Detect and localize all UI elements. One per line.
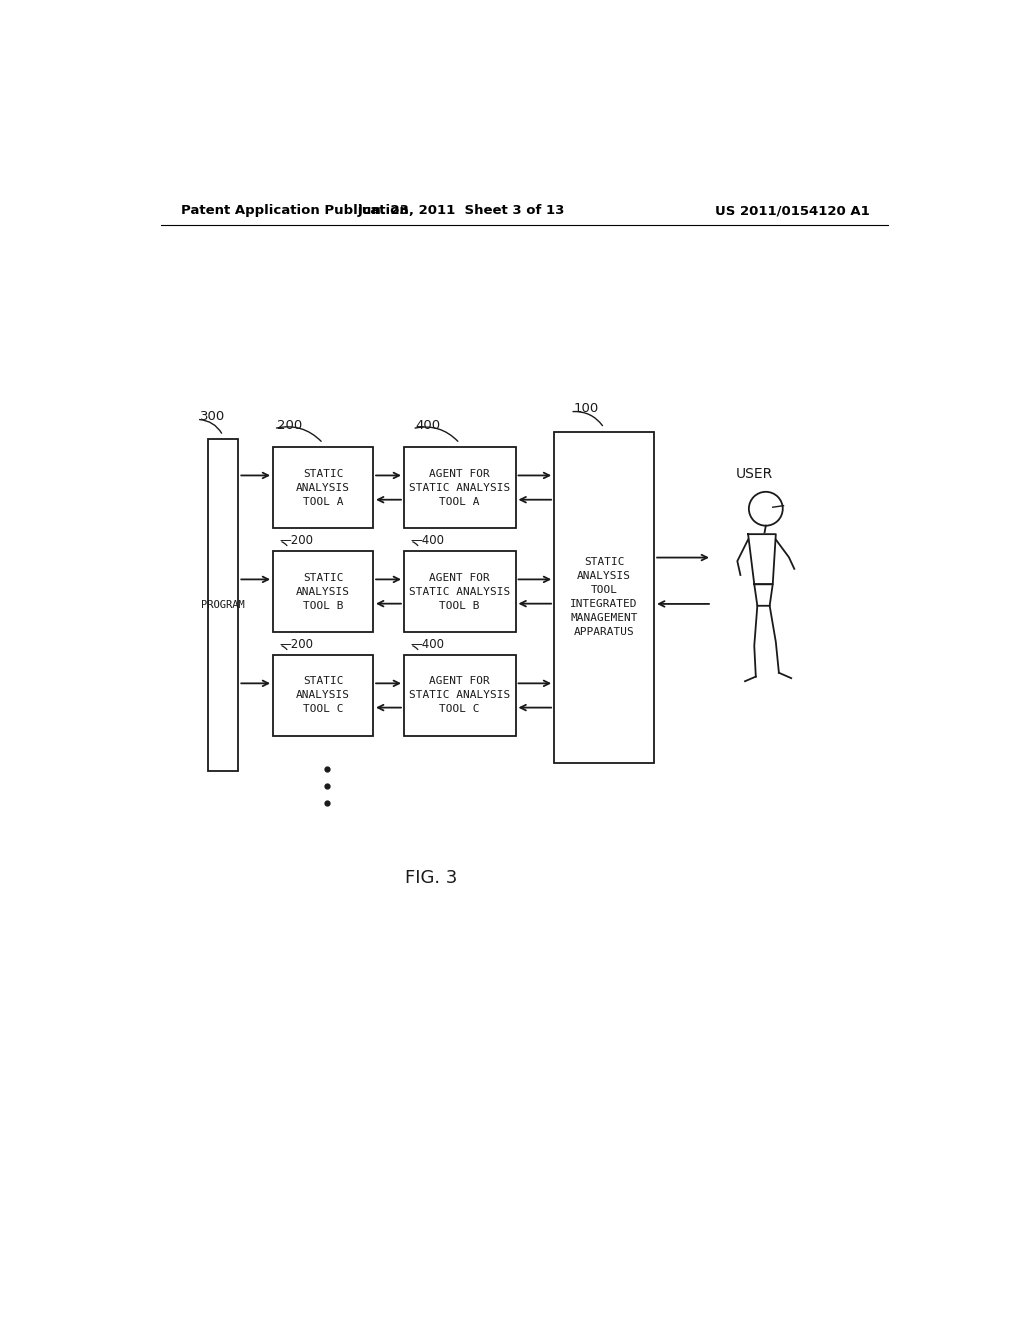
- Text: USER: USER: [735, 467, 773, 480]
- Text: —400: —400: [410, 638, 444, 651]
- Text: Patent Application Publication: Patent Application Publication: [180, 205, 409, 218]
- Bar: [554, 432, 654, 763]
- Text: AGENT FOR
STATIC ANALYSIS
TOOL A: AGENT FOR STATIC ANALYSIS TOOL A: [410, 469, 510, 507]
- Text: AGENT FOR
STATIC ANALYSIS
TOOL B: AGENT FOR STATIC ANALYSIS TOOL B: [410, 573, 510, 611]
- Bar: [403, 447, 515, 528]
- Text: STATIC
ANALYSIS
TOOL C: STATIC ANALYSIS TOOL C: [296, 676, 350, 714]
- Text: —200: —200: [280, 638, 313, 651]
- Bar: [273, 552, 373, 632]
- Text: STATIC
ANALYSIS
TOOL A: STATIC ANALYSIS TOOL A: [296, 469, 350, 507]
- Bar: [403, 552, 515, 632]
- Text: —400: —400: [410, 533, 444, 546]
- Text: 100: 100: [573, 403, 599, 416]
- Bar: [208, 440, 239, 771]
- Text: STATIC
ANALYSIS
TOOL
INTEGRATED
MANAGEMENT
APPARATUS: STATIC ANALYSIS TOOL INTEGRATED MANAGEME…: [570, 557, 638, 638]
- Polygon shape: [749, 535, 776, 585]
- Text: AGENT FOR
STATIC ANALYSIS
TOOL C: AGENT FOR STATIC ANALYSIS TOOL C: [410, 676, 510, 714]
- Polygon shape: [755, 585, 773, 606]
- Text: US 2011/0154120 A1: US 2011/0154120 A1: [715, 205, 869, 218]
- Text: 200: 200: [276, 418, 302, 432]
- Text: Jun. 23, 2011  Sheet 3 of 13: Jun. 23, 2011 Sheet 3 of 13: [358, 205, 565, 218]
- Text: FIG. 3: FIG. 3: [404, 870, 457, 887]
- Bar: [273, 655, 373, 737]
- Bar: [403, 655, 515, 737]
- Text: 400: 400: [416, 418, 440, 432]
- Text: STATIC
ANALYSIS
TOOL B: STATIC ANALYSIS TOOL B: [296, 573, 350, 611]
- Text: —200: —200: [280, 533, 313, 546]
- Text: 300: 300: [200, 409, 225, 422]
- Text: PROGRAM: PROGRAM: [201, 601, 245, 610]
- Bar: [273, 447, 373, 528]
